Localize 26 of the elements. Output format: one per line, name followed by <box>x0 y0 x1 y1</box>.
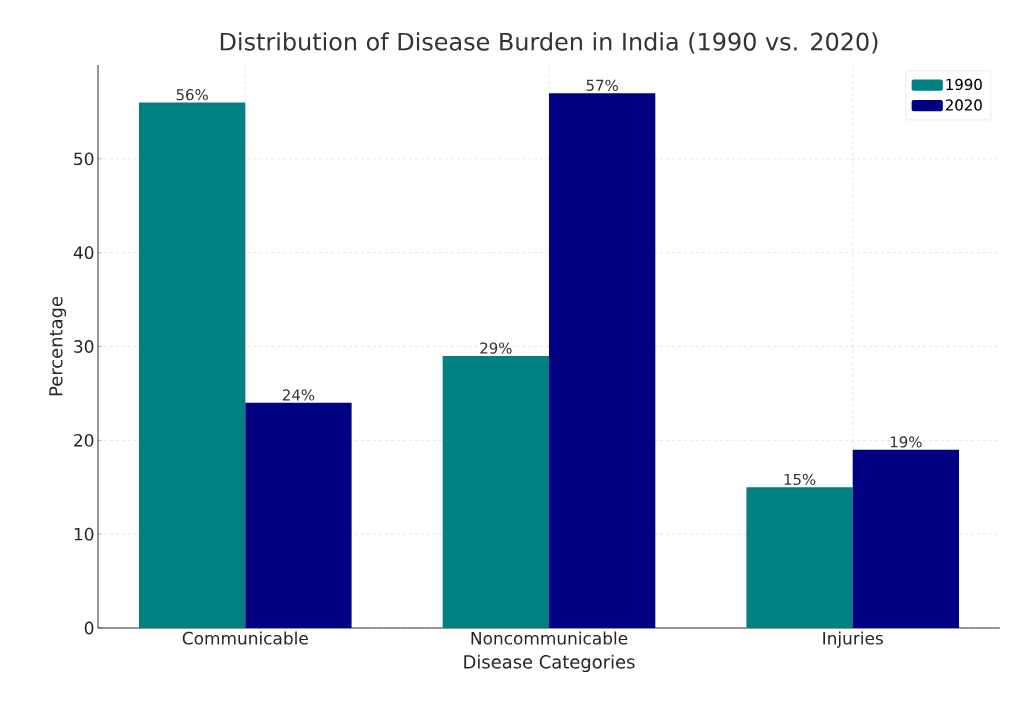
bar <box>245 402 352 628</box>
bar <box>139 102 246 628</box>
y-tick-label: 0 <box>84 621 94 635</box>
bar <box>852 449 960 628</box>
y-tick-label: 10 <box>74 527 94 541</box>
bar <box>746 487 853 628</box>
y-tick-label: 20 <box>74 433 94 447</box>
bar <box>549 93 656 628</box>
bar <box>442 355 550 628</box>
data-label: 24% <box>282 389 315 401</box>
y-tick-label: 50 <box>74 152 94 166</box>
x-tick-label: Communicable <box>182 631 308 645</box>
legend-label: 2020 <box>945 99 982 111</box>
y-axis-title: Percentage <box>49 297 67 396</box>
x-axis-title: Disease Categories <box>464 654 635 673</box>
data-label: 29% <box>480 342 512 354</box>
y-tick-label: 40 <box>73 246 94 260</box>
x-tick-label: Noncommunicable <box>471 631 628 645</box>
data-label: 15% <box>784 473 816 486</box>
data-label: 19% <box>890 436 922 448</box>
chart-title: Distribution of Disease Burden in India (1990 vs. 2020) <box>220 32 878 54</box>
data-label: 56% <box>176 89 208 101</box>
legend-label: 1990 <box>946 78 982 91</box>
x-tick-label: Injuries <box>823 631 883 648</box>
data-label: 57% <box>586 79 618 91</box>
y-tick-label: 30 <box>74 340 94 353</box>
